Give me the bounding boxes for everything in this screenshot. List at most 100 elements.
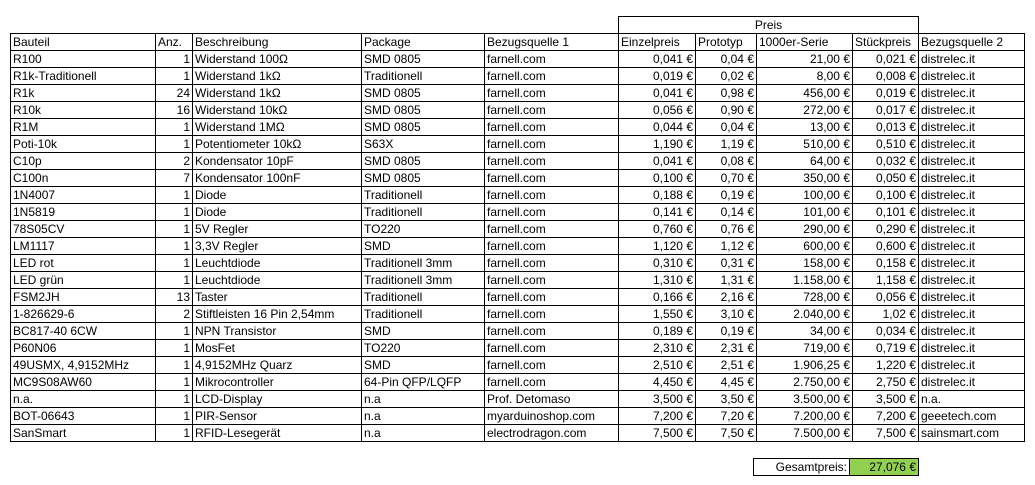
cell-stueckpreis: 1,02 €: [852, 305, 919, 323]
group-header-row: Preis: [11, 16, 1025, 34]
cell-beschreibung: LCD-Display: [192, 390, 362, 408]
header-beschreibung: Beschreibung: [192, 33, 362, 51]
cell-package: TO220: [361, 339, 485, 357]
cell-bauteil: C10p: [10, 152, 156, 170]
cell-package: SMD 0805: [361, 84, 485, 102]
table-row: 49USMX, 4,9152MHz 1 4,9152MHz Quarz SMD farn…: [10, 356, 1025, 374]
cell-bauteil: MC9S08AW60: [10, 373, 156, 391]
cell-bauteil: LED rot: [10, 254, 156, 272]
cell-bezugsquelle2: distrelec.it: [918, 220, 1025, 238]
cell-beschreibung: Widerstand 100Ω: [192, 50, 362, 68]
cell-bauteil: C100n: [10, 169, 156, 187]
cell-serie1000: 64,00 €: [756, 152, 853, 170]
cell-einzelpreis: 1,120 €: [618, 237, 696, 255]
cell-anzahl: 1: [155, 339, 193, 357]
cell-einzelpreis: 4,450 €: [618, 373, 696, 391]
cell-einzelpreis: 2,310 €: [618, 339, 696, 357]
table-row: Poti-10k 1 Potentiometer 10kΩ S63X farnell.c…: [10, 135, 1025, 153]
cell-bezugsquelle1: farnell.com: [484, 118, 619, 136]
cell-anzahl: 2: [155, 305, 193, 323]
cell-serie1000: 2.040,00 €: [756, 305, 853, 323]
cell-beschreibung: Diode: [192, 203, 362, 221]
cell-stueckpreis: 0,017 €: [852, 101, 919, 119]
cell-prototyp: 0,14 €: [695, 203, 757, 221]
table-row: MC9S08AW60 1 Mikrocontroller 64-Pin QFP/LQF…: [10, 373, 1025, 391]
cell-package: n.a: [361, 390, 485, 408]
cell-serie1000: 272,00 €: [756, 101, 853, 119]
cell-stueckpreis: 0,100 €: [852, 186, 919, 204]
total-box: Gesamtpreis: 27,076 €: [753, 458, 919, 476]
cell-serie1000: 100,00 €: [756, 186, 853, 204]
cell-einzelpreis: 1,190 €: [618, 135, 696, 153]
cell-package: SMD 0805: [361, 50, 485, 68]
cell-stueckpreis: 0,050 €: [852, 169, 919, 187]
cell-bezugsquelle2: n.a.: [918, 390, 1025, 408]
total-label: Gesamtpreis:: [753, 458, 850, 476]
cell-bezugsquelle2: distrelec.it: [918, 271, 1025, 289]
cell-bauteil: BC817-40 6CW: [10, 322, 156, 340]
cell-package: Traditionell: [361, 305, 485, 323]
cell-einzelpreis: 0,044 €: [618, 118, 696, 136]
header-row: Bauteil Anz. Beschreibung Package Bezugsquel…: [10, 33, 1025, 51]
cell-bauteil: R1M: [10, 118, 156, 136]
cell-serie1000: 7.200,00 €: [756, 407, 853, 425]
cell-beschreibung: Leuchtdiode: [192, 271, 362, 289]
cell-package: SMD 0805: [361, 152, 485, 170]
cell-package: n.a: [361, 424, 485, 442]
cell-bauteil: 1N4007: [10, 186, 156, 204]
cell-package: SMD 0805: [361, 101, 485, 119]
cell-bauteil: BOT-06643: [10, 407, 156, 425]
cell-bezugsquelle1: farnell.com: [484, 186, 619, 204]
cell-package: Traditionell: [361, 67, 485, 85]
cell-anzahl: 2: [155, 152, 193, 170]
cell-einzelpreis: 0,056 €: [618, 101, 696, 119]
cell-einzelpreis: 0,166 €: [618, 288, 696, 306]
cell-serie1000: 21,00 €: [756, 50, 853, 68]
cell-bezugsquelle2: distrelec.it: [918, 50, 1025, 68]
cell-anzahl: 1: [155, 254, 193, 272]
cell-package: Traditionell 3mm: [361, 254, 485, 272]
cell-bauteil: 78S05CV: [10, 220, 156, 238]
cell-anzahl: 1: [155, 50, 193, 68]
table-row: BC817-40 6CW 1 NPN Transistor SMD farnell.co…: [10, 322, 1025, 340]
cell-bezugsquelle2: distrelec.it: [918, 186, 1025, 204]
cell-serie1000: 1.906,25 €: [756, 356, 853, 374]
cell-stueckpreis: 2,750 €: [852, 373, 919, 391]
cell-einzelpreis: 0,041 €: [618, 84, 696, 102]
cell-anzahl: 1: [155, 407, 193, 425]
cell-stueckpreis: 0,101 €: [852, 203, 919, 221]
cell-beschreibung: Widerstand 1kΩ: [192, 84, 362, 102]
header-anzahl: Anz.: [155, 33, 193, 51]
cell-anzahl: 1: [155, 237, 193, 255]
cell-bezugsquelle1: farnell.com: [484, 169, 619, 187]
cell-prototyp: 2,16 €: [695, 288, 757, 306]
cell-prototyp: 0,19 €: [695, 186, 757, 204]
cell-stueckpreis: 7,500 €: [852, 424, 919, 442]
cell-stueckpreis: 0,056 €: [852, 288, 919, 306]
cell-package: Traditionell: [361, 288, 485, 306]
cell-einzelpreis: 0,041 €: [618, 152, 696, 170]
cell-bauteil: R10k: [10, 101, 156, 119]
table-row: C10p 2 Kondensator 10pF SMD 0805 farnell.com…: [10, 152, 1025, 170]
cell-serie1000: 2.750,00 €: [756, 373, 853, 391]
cell-beschreibung: Taster: [192, 288, 362, 306]
cell-serie1000: 728,00 €: [756, 288, 853, 306]
table-row: P60N06 1 MosFet TO220 farnell.com 2,310 €2,31…: [10, 339, 1025, 357]
cell-bezugsquelle2: distrelec.it: [918, 305, 1025, 323]
cell-anzahl: 1: [155, 356, 193, 374]
cell-serie1000: 1.158,00 €: [756, 271, 853, 289]
cell-stueckpreis: 0,019 €: [852, 84, 919, 102]
cell-beschreibung: Leuchtdiode: [192, 254, 362, 272]
table-row: LED rot 1 Leuchtdiode Traditionell 3mm farne…: [10, 254, 1025, 272]
cell-einzelpreis: 7,200 €: [618, 407, 696, 425]
cell-prototyp: 1,19 €: [695, 135, 757, 153]
cell-package: SMD: [361, 237, 485, 255]
cell-einzelpreis: 7,500 €: [618, 424, 696, 442]
table-row: 78S05CV 1 5V Regler TO220 farnell.com 0,760 €…: [10, 220, 1025, 238]
cell-anzahl: 1: [155, 373, 193, 391]
cell-bezugsquelle2: distrelec.it: [918, 84, 1025, 102]
cell-anzahl: 1: [155, 220, 193, 238]
cell-bezugsquelle2: distrelec.it: [918, 67, 1025, 85]
cell-serie1000: 600,00 €: [756, 237, 853, 255]
table-row: FSM2JH 13 Taster Traditionell farnell.com 0,1…: [10, 288, 1025, 306]
